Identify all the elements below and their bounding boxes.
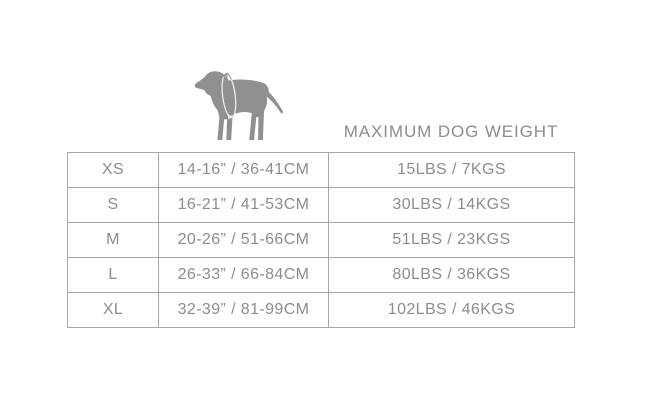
size-cell: XL (67, 292, 159, 328)
size-cell: S (67, 187, 159, 223)
girth-cell: 16-21” / 41-53CM (158, 187, 329, 223)
weight-cell: 30LBS / 14KGS (328, 187, 575, 223)
girth-cell: 14-16” / 36-41CM (158, 152, 329, 188)
size-cell: M (67, 222, 159, 258)
size-chart-table: XS 14-16” / 36-41CM 15LBS / 7KGS S 16-21… (67, 152, 575, 328)
girth-cell: 26-33” / 66-84CM (158, 257, 329, 293)
max-dog-weight-label: MAXIMUM DOG WEIGHT (343, 122, 559, 141)
table-row-l: L 26-33” / 66-84CM 80LBS / 36KGS (67, 257, 575, 293)
size-cell: L (67, 257, 159, 293)
table-row-m: M 20-26” / 51-66CM 51LBS / 23KGS (67, 222, 575, 258)
weight-cell: 80LBS / 36KGS (328, 257, 575, 293)
size-cell: XS (67, 152, 159, 188)
girth-cell: 20-26” / 51-66CM (158, 222, 329, 258)
girth-cell: 32-39” / 81-99CM (158, 292, 329, 328)
weight-cell: 102LBS / 46KGS (328, 292, 575, 328)
weight-cell: 15LBS / 7KGS (328, 152, 575, 188)
dog-girth-measure-icon (194, 71, 284, 140)
table-row-s: S 16-21” / 41-53CM 30LBS / 14KGS (67, 187, 575, 223)
table-row-xl: XL 32-39” / 81-99CM 102LBS / 46KGS (67, 292, 575, 328)
weight-cell: 51LBS / 23KGS (328, 222, 575, 258)
table-row-xs: XS 14-16” / 36-41CM 15LBS / 7KGS (67, 152, 575, 188)
